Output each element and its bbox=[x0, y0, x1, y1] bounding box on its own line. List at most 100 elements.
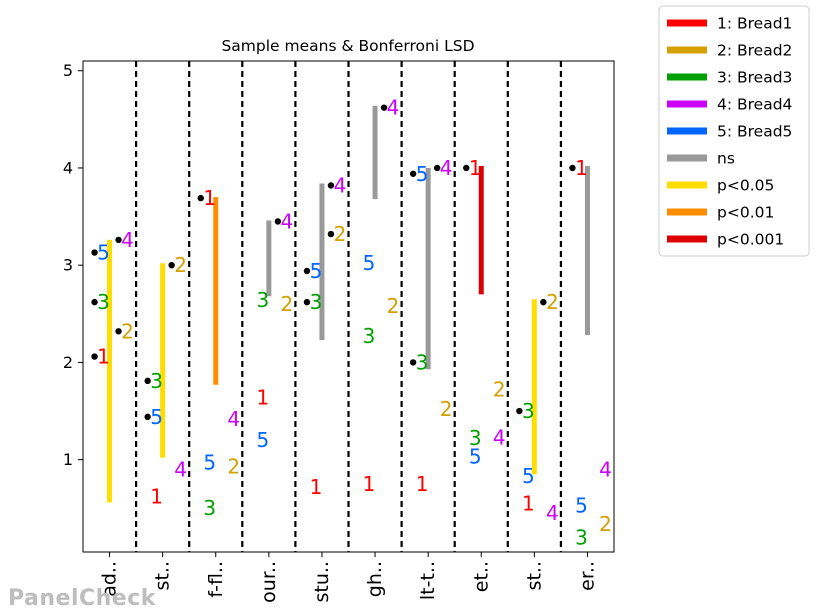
sample-mean-label: 2 bbox=[280, 292, 293, 316]
sample-mean-label: 5 bbox=[150, 405, 163, 429]
sample-mean-label: 3 bbox=[203, 496, 216, 520]
x-tick-label: ad.. bbox=[99, 561, 121, 597]
legend-box bbox=[658, 5, 810, 257]
x-tick-label: our.. bbox=[258, 561, 280, 603]
mean-dot bbox=[91, 249, 98, 256]
sample-mean-label: 4 bbox=[334, 173, 347, 197]
mean-dot bbox=[168, 261, 175, 269]
x-tick-label: f-fl.. bbox=[205, 561, 227, 598]
mean-dot bbox=[303, 267, 311, 275]
sample-mean-label: 2 bbox=[546, 290, 559, 314]
panelcheck-watermark: PanelCheck bbox=[8, 586, 156, 611]
sample-mean-label: 4 bbox=[440, 156, 453, 180]
sample-mean-label: 1 bbox=[469, 156, 482, 180]
mean-dot bbox=[197, 194, 204, 202]
sample-mean-label: 5 bbox=[203, 451, 216, 475]
sample-mean-label: 3 bbox=[97, 290, 110, 314]
sample-mean-label: 1 bbox=[310, 475, 323, 499]
sample-mean-label: 1 bbox=[203, 186, 216, 210]
y-tick-label: 5 bbox=[63, 61, 73, 80]
sample-mean-label: 5 bbox=[575, 493, 588, 517]
mean-dot bbox=[327, 230, 335, 238]
sample-mean-label: 3 bbox=[256, 288, 269, 312]
x-tick-label: st.. bbox=[152, 561, 174, 590]
mean-dot bbox=[144, 377, 151, 385]
sample-mean-label: 4 bbox=[493, 425, 506, 449]
mean-dot bbox=[409, 359, 417, 366]
sample-mean-label: 3 bbox=[469, 426, 482, 450]
sample-mean-label: 5 bbox=[416, 162, 429, 186]
mean-dot bbox=[274, 218, 282, 225]
x-tick-label: st.. bbox=[523, 561, 545, 590]
sample-mean-label: 5 bbox=[310, 259, 323, 283]
legend-label: ns bbox=[717, 150, 735, 168]
legend-label: 2: Bread2 bbox=[717, 42, 792, 60]
sample-mean-label: 5 bbox=[97, 241, 110, 265]
mean-dot bbox=[91, 298, 98, 306]
legend-label: 1: Bread1 bbox=[717, 15, 792, 33]
mean-dot bbox=[463, 164, 470, 172]
legend-label: p<0.01 bbox=[717, 204, 774, 222]
sample-mean-label: 1 bbox=[575, 156, 588, 180]
mean-dot bbox=[303, 298, 311, 306]
mean-dot bbox=[91, 353, 98, 360]
mean-dot bbox=[433, 164, 441, 172]
mean-dot bbox=[540, 298, 547, 306]
mean-dot bbox=[516, 407, 523, 415]
mean-dot bbox=[115, 236, 122, 244]
y-tick-label: 3 bbox=[63, 256, 73, 275]
y-tick-label: 2 bbox=[63, 353, 73, 372]
mean-dot bbox=[115, 328, 122, 335]
y-tick-label: 4 bbox=[63, 158, 73, 177]
sample-mean-label: 1 bbox=[522, 491, 535, 515]
y-tick-label: 1 bbox=[63, 450, 73, 469]
sample-mean-label: 2 bbox=[493, 378, 506, 402]
sample-mean-label: 4 bbox=[599, 457, 612, 481]
sample-mean-label: 1 bbox=[150, 485, 163, 509]
sample-mean-label: 2 bbox=[227, 454, 240, 478]
legend: 1: Bread1 2: Bread2 3: Bread3 4: Bread4 5: B… bbox=[658, 5, 810, 257]
sample-mean-label: 1 bbox=[97, 345, 110, 369]
sample-mean-label: 5 bbox=[522, 464, 535, 488]
sample-mean-label: 1 bbox=[256, 385, 269, 409]
sample-mean-label: 3 bbox=[310, 290, 323, 314]
sample-mean-label: 2 bbox=[121, 319, 134, 343]
mean-dot bbox=[380, 104, 388, 111]
sample-mean-label: 5 bbox=[469, 445, 482, 469]
sample-mean-label: 2 bbox=[599, 512, 612, 536]
x-tick-label: stu.. bbox=[311, 561, 333, 602]
legend-label: 5: Bread5 bbox=[717, 123, 792, 141]
sample-mean-label: 4 bbox=[280, 209, 293, 233]
sample-mean-label: 2 bbox=[174, 253, 187, 277]
sample-mean-label: 5 bbox=[363, 251, 376, 275]
sample-mean-label: 4 bbox=[546, 501, 559, 525]
sample-mean-label: 3 bbox=[575, 525, 588, 549]
x-tick-label: et.. bbox=[470, 561, 492, 592]
sample-mean-label: 4 bbox=[387, 96, 400, 120]
sample-mean-label: 2 bbox=[440, 397, 453, 421]
sample-mean-label: 3 bbox=[416, 350, 429, 374]
legend-label: 3: Bread3 bbox=[717, 69, 792, 87]
x-tick-label: er.. bbox=[576, 561, 598, 591]
legend-label: 4: Bread4 bbox=[717, 96, 792, 114]
mean-dot bbox=[409, 170, 417, 177]
sample-mean-label: 1 bbox=[363, 472, 376, 496]
mean-dot bbox=[569, 164, 576, 172]
sample-mean-label: 4 bbox=[227, 407, 240, 431]
sample-mean-label: 2 bbox=[334, 222, 347, 246]
sample-mean-label: 3 bbox=[150, 369, 163, 393]
sample-mean-label: 2 bbox=[387, 294, 400, 318]
sample-mean-label: 4 bbox=[121, 228, 134, 252]
mean-dot bbox=[144, 413, 151, 421]
sample-mean-label: 3 bbox=[522, 399, 535, 423]
legend-label: p<0.001 bbox=[717, 231, 784, 249]
chart-title: Sample means & Bonferroni LSD bbox=[221, 37, 474, 55]
x-tick-label: gh.. bbox=[364, 561, 386, 597]
mean-dot bbox=[327, 182, 335, 189]
sample-mean-label: 3 bbox=[363, 324, 376, 348]
legend-label: p<0.05 bbox=[717, 177, 774, 195]
sample-mean-label: 4 bbox=[174, 457, 187, 481]
x-tick-label: lt-t.. bbox=[417, 561, 439, 600]
